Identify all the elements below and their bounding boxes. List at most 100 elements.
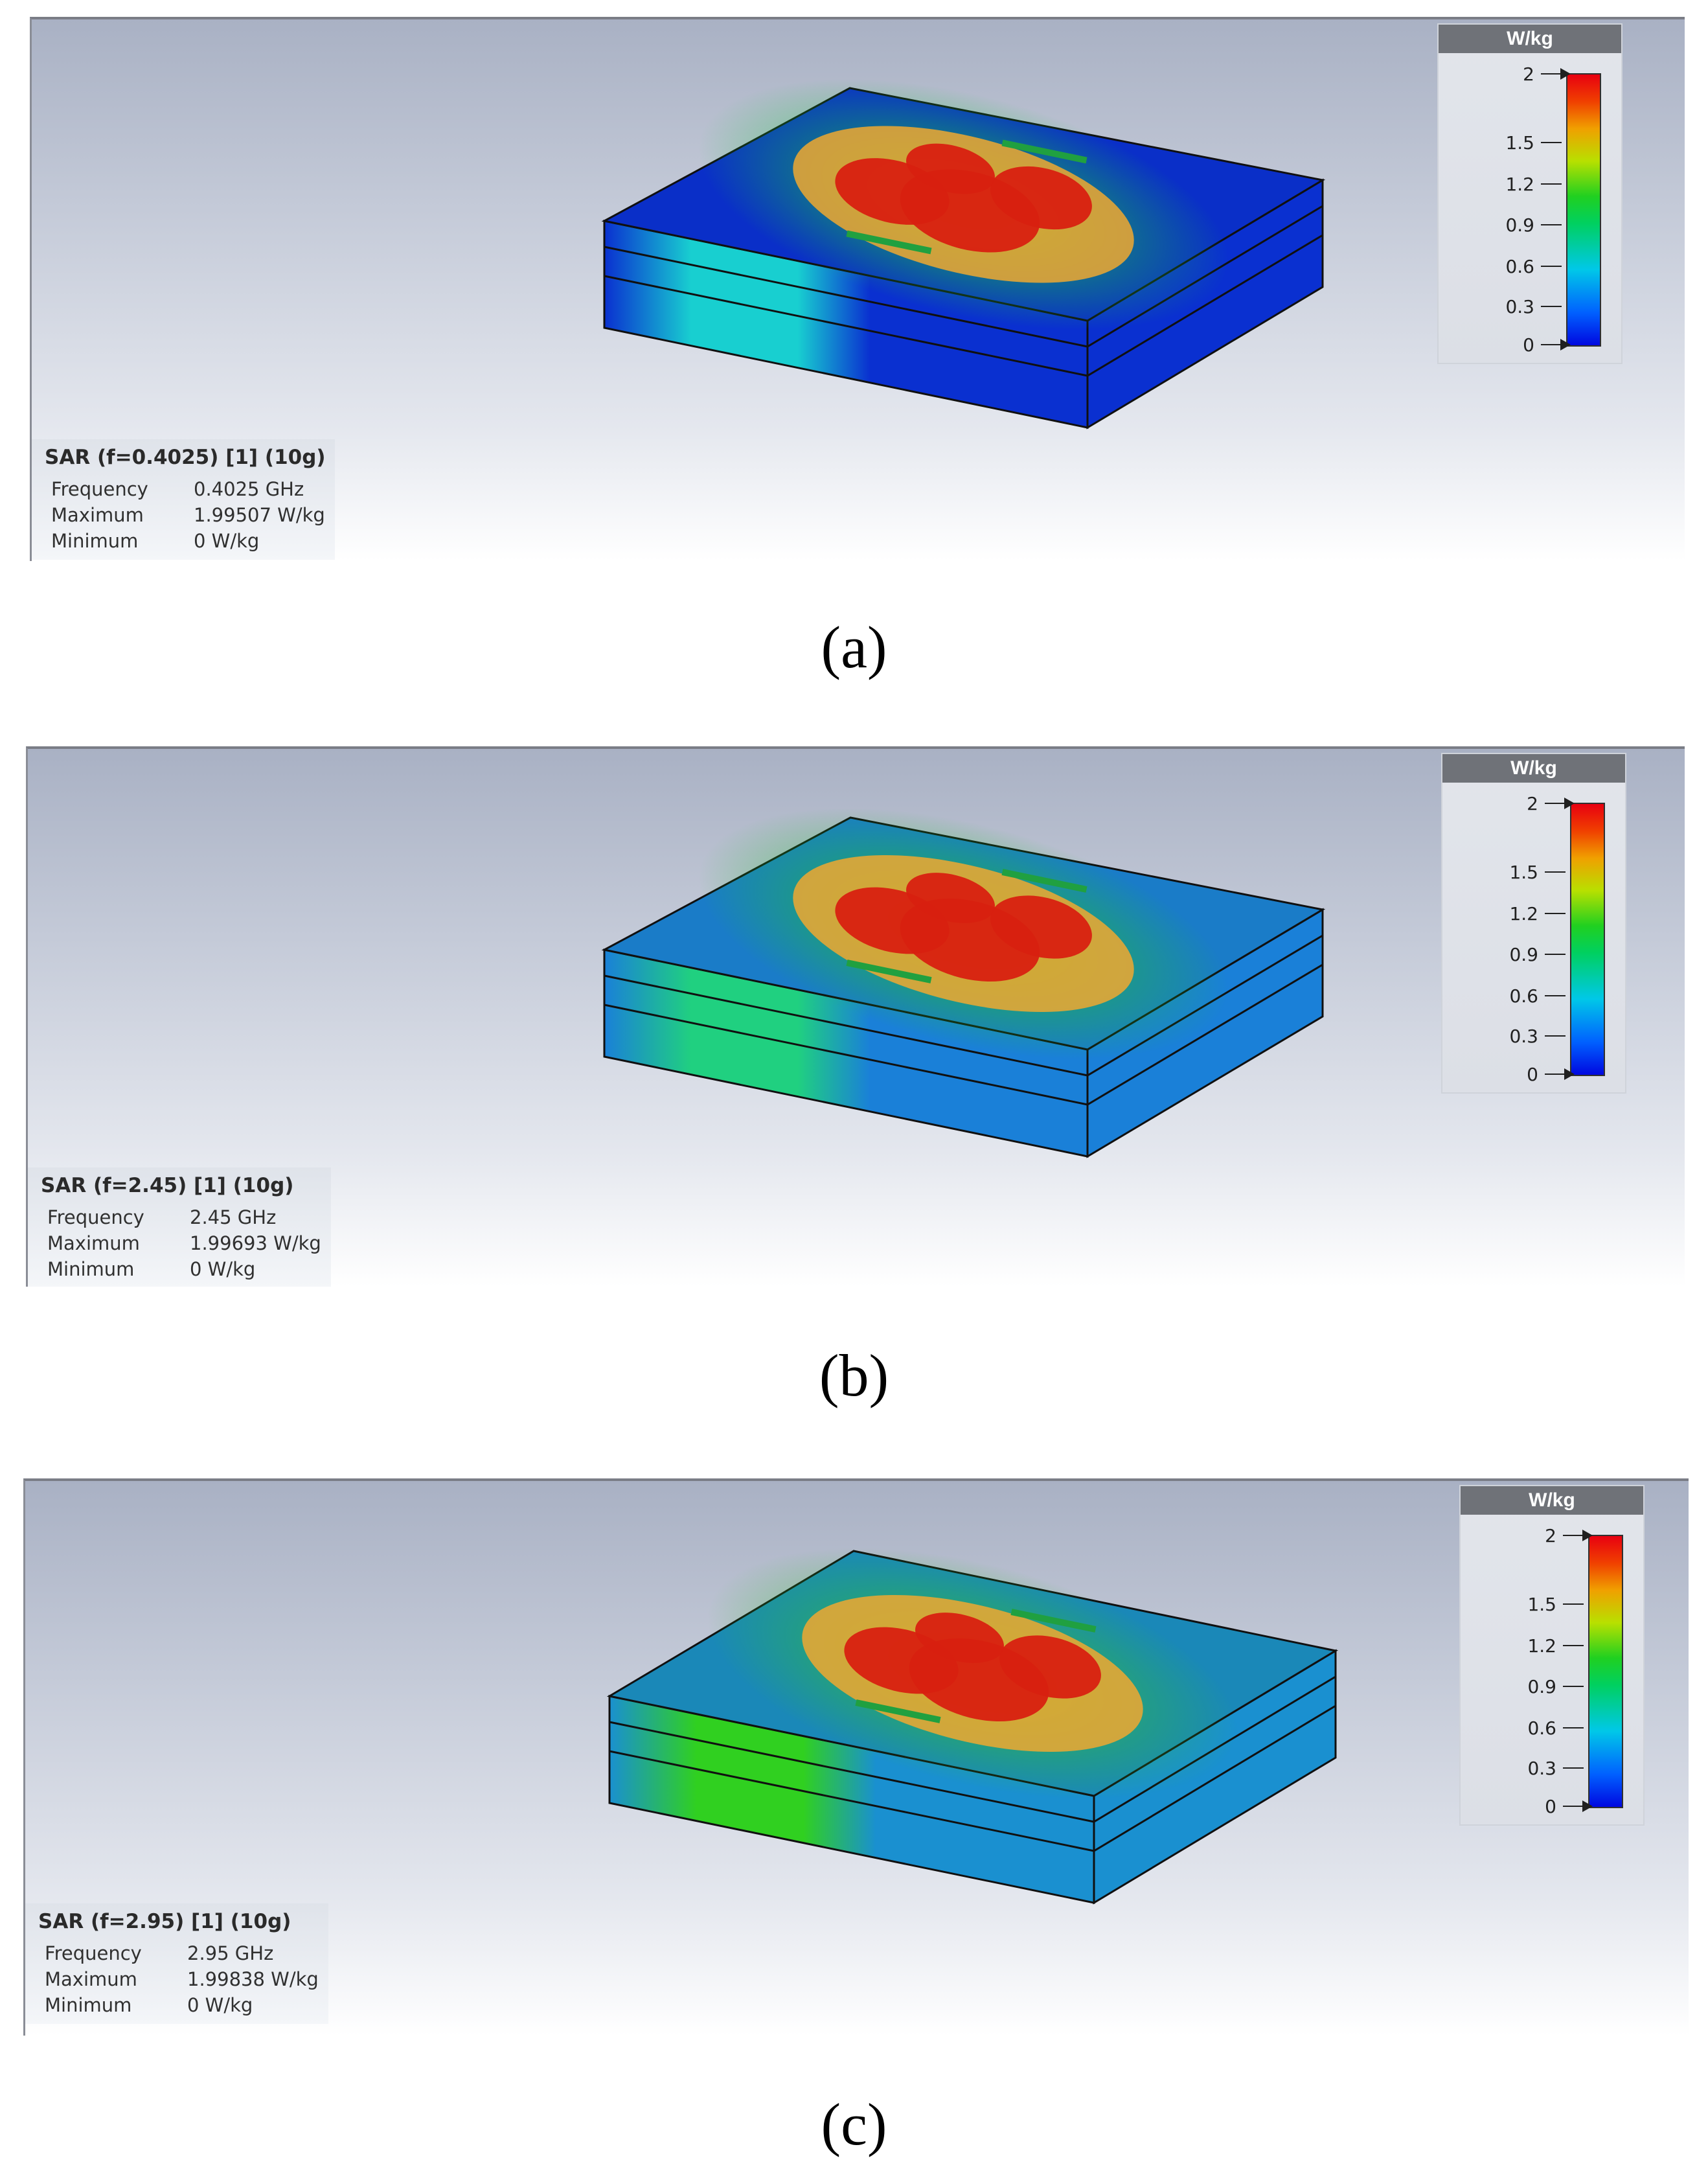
legend-tick-line (1545, 954, 1566, 955)
legend-tick: 0.6 (1461, 1717, 1584, 1747)
legend-tick: 2 (1461, 1525, 1593, 1554)
layer-line (609, 1705, 1336, 1852)
legend-tick: 0.9 (1442, 944, 1566, 973)
legend-tick: 1.5 (1442, 862, 1566, 891)
legend-tick-label: 0.3 (1527, 1758, 1556, 1779)
legend-tick-line (1563, 1645, 1584, 1646)
result-info-box-b: SAR (f=2.45) [1] (10g) Frequency 2.45 GH… (28, 1167, 331, 1287)
legend-tick-label: 0 (1545, 1796, 1556, 1817)
legend-tick-label: 1.5 (1505, 132, 1534, 154)
legend-tick: 0.6 (1439, 256, 1562, 285)
result-title: SAR (f=0.4025) [1] (10g) (45, 446, 326, 469)
antenna-slot (1010, 1609, 1097, 1633)
minimum-value: 0 W/kg (187, 1994, 253, 2016)
minimum-value: 0 W/kg (190, 1258, 256, 1280)
sar-hotspot (915, 1613, 1004, 1663)
sar-view-panel-b[interactable]: W/kg 2 1.5 1.2 0.9 0.6 0.3 0 SAR (f=2.45) [1] … (26, 746, 1685, 1287)
layer-line (604, 234, 1323, 377)
legend-tick: 0 (1442, 1064, 1575, 1093)
legend-tick: 1.2 (1461, 1635, 1584, 1664)
legend-arrow-icon (1564, 798, 1575, 809)
legend-arrow-icon (1582, 1800, 1593, 1812)
legend-tick-line (1545, 1074, 1566, 1075)
colorbar-b (1570, 803, 1605, 1076)
legend-tick-label: 0.3 (1505, 296, 1534, 317)
maximum-value: 1.99507 W/kg (194, 504, 325, 526)
phantom-model-a (601, 78, 1326, 430)
legend-tick-line (1563, 1535, 1584, 1536)
legend-tick-label: 0.9 (1509, 944, 1538, 965)
legend-tick-label: 0.9 (1527, 1676, 1556, 1697)
legend-tick: 2 (1442, 793, 1575, 822)
sar-hotspot (990, 166, 1092, 230)
maximum-label: Maximum (47, 1232, 140, 1254)
legend-unit-c: W/kg (1461, 1486, 1643, 1515)
legend-tick-line (1545, 803, 1566, 804)
legend-tick: 1.5 (1461, 1594, 1584, 1623)
antenna-slot (1001, 139, 1087, 164)
frequency-label: Frequency (45, 1942, 142, 1964)
sar-view-panel-c[interactable]: W/kg 2 1.5 1.2 0.9 0.6 0.3 0 SAR (f=2.95) [1] … (23, 1478, 1689, 2036)
frequency-value: 0.4025 GHz (194, 478, 304, 500)
result-info-box-a: SAR (f=0.4025) [1] (10g) Frequency 0.402… (32, 439, 335, 560)
legend-tick-label: 0.3 (1509, 1026, 1538, 1047)
legend-tick-label: 0.6 (1509, 985, 1538, 1007)
caption-a: (a) (821, 614, 887, 680)
maximum-label: Maximum (51, 504, 144, 526)
legend-tick-label: 0 (1527, 1064, 1538, 1085)
color-legend-a: W/kg 2 1.5 1.2 0.9 0.6 0.3 0 (1437, 23, 1623, 364)
colorbar-a (1566, 73, 1601, 347)
legend-tick-label: 1.2 (1505, 174, 1534, 195)
legend-tick: 1.2 (1442, 903, 1566, 932)
legend-tick-label: 0.6 (1527, 1717, 1556, 1739)
legend-arrow-icon (1582, 1530, 1593, 1541)
caption-c: (c) (821, 2091, 887, 2157)
antenna-slot (846, 959, 932, 983)
legend-tick-label: 1.2 (1527, 1635, 1556, 1657)
frequency-label: Frequency (47, 1206, 144, 1228)
legend-tick-line (1545, 913, 1566, 914)
layer-line (604, 205, 1323, 348)
legend-tick: 0.6 (1442, 985, 1566, 1015)
legend-tick-label: 2 (1523, 63, 1534, 85)
maximum-value: 1.99838 W/kg (187, 1968, 319, 1990)
frequency-label: Frequency (51, 478, 148, 500)
frequency-value: 2.45 GHz (190, 1206, 277, 1228)
layer-line (604, 963, 1323, 1106)
minimum-label: Minimum (51, 530, 139, 552)
maximum-label: Maximum (45, 1968, 137, 1990)
legend-tick-label: 0 (1523, 334, 1534, 356)
legend-unit-a: W/kg (1439, 25, 1621, 53)
legend-tick-line (1541, 306, 1562, 307)
legend-tick-line (1541, 344, 1562, 345)
legend-tick-label: 0.6 (1505, 256, 1534, 277)
colorbar-c (1588, 1535, 1623, 1808)
sar-view-panel-a[interactable]: W/kg 2 1.5 1.2 0.9 0.6 0.3 0 SAR (f=0.4025) [1… (30, 17, 1685, 561)
caption-b: (b) (819, 1342, 889, 1408)
antenna-slot (855, 1699, 941, 1723)
legend-unit-b: W/kg (1442, 754, 1625, 783)
legend-tick-line (1541, 224, 1562, 225)
layer-line (609, 1675, 1336, 1823)
legend-tick-label: 1.2 (1509, 903, 1538, 924)
legend-tick-line (1541, 142, 1562, 143)
layer-line (604, 934, 1323, 1077)
legend-tick-line (1563, 1727, 1584, 1728)
color-legend-c: W/kg 2 1.5 1.2 0.9 0.6 0.3 0 (1459, 1485, 1645, 1826)
legend-tick-line (1545, 1035, 1566, 1037)
legend-tick: 0.3 (1439, 296, 1562, 325)
minimum-label: Minimum (45, 1994, 132, 2016)
legend-tick: 2 (1439, 63, 1571, 93)
legend-tick-label: 1.5 (1509, 862, 1538, 883)
legend-tick: 0.9 (1439, 214, 1562, 244)
frequency-value: 2.95 GHz (187, 1942, 274, 1964)
result-title: SAR (f=2.45) [1] (10g) (41, 1174, 294, 1197)
legend-tick-label: 2 (1527, 793, 1538, 814)
legend-tick-line (1563, 1686, 1584, 1687)
legend-tick-line (1563, 1603, 1584, 1605)
result-title: SAR (f=2.95) [1] (10g) (38, 1910, 291, 1933)
legend-arrow-icon (1560, 68, 1571, 80)
legend-tick-line (1541, 183, 1562, 185)
sar-hotspot (999, 1635, 1101, 1699)
legend-tick: 0.3 (1461, 1758, 1584, 1787)
